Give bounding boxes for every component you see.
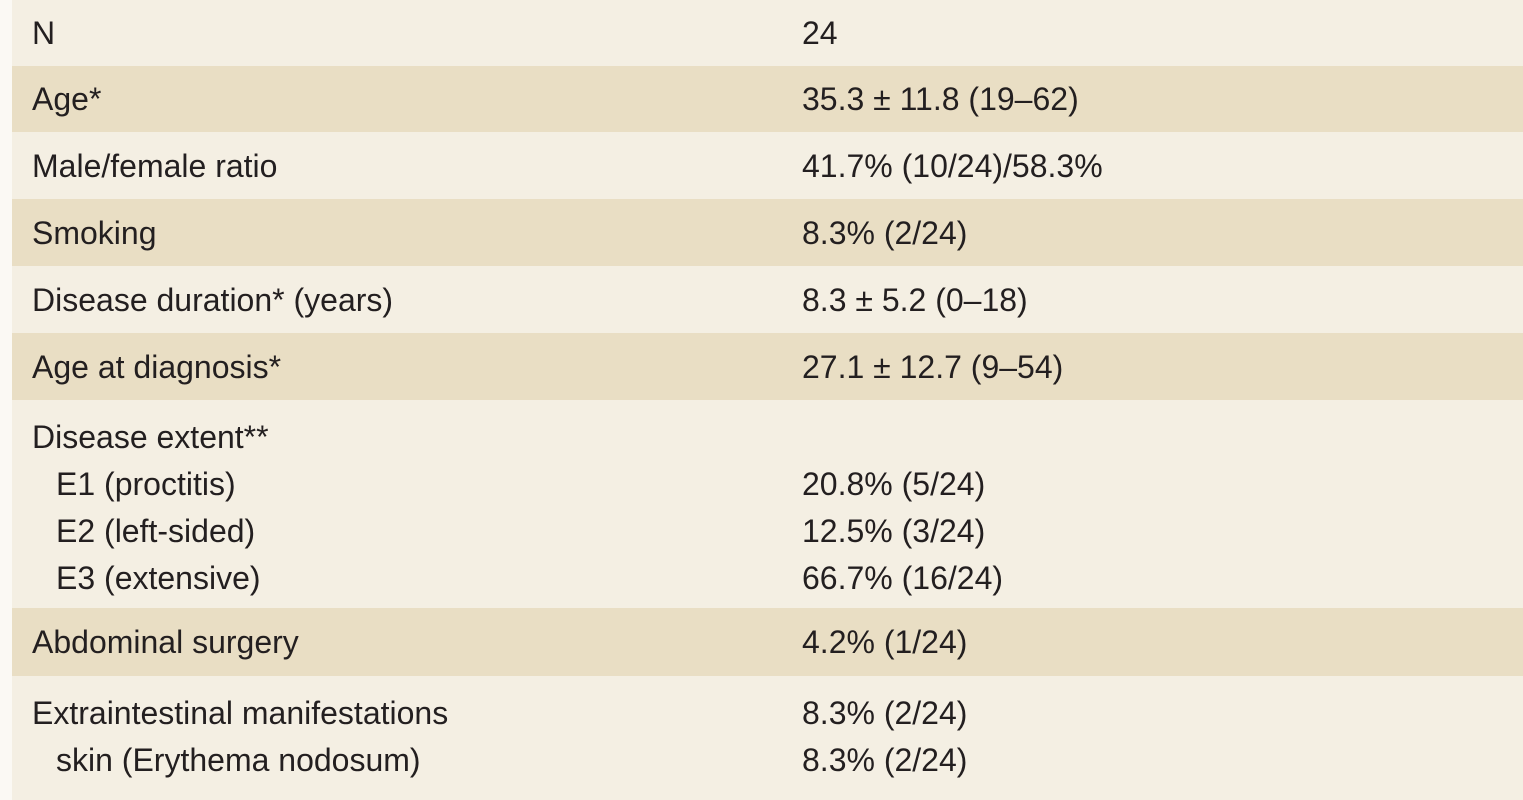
row-label: Age* bbox=[32, 81, 102, 117]
row-value: 27.1 ± 12.7 (9–54) bbox=[802, 348, 1064, 385]
row-value: 41.7% (10/24)/58.3% bbox=[802, 147, 1103, 184]
row-label: E3 (extensive) bbox=[56, 560, 261, 596]
table-row: Extraintestinal manifestations 8.3% (2/24… bbox=[12, 676, 1523, 800]
table-row: Smoking 8.3% (2/24) bbox=[12, 199, 1523, 266]
row-value: 8.3% (2/24) bbox=[802, 695, 968, 731]
row-label: Smoking bbox=[32, 214, 157, 251]
table-row: N 24 bbox=[12, 0, 1523, 66]
row-label: N bbox=[32, 15, 56, 51]
table-row: Age at diagnosis* 27.1 ± 12.7 (9–54) bbox=[12, 333, 1523, 400]
table-row: Abdominal surgery 4.2% (1/24) bbox=[12, 608, 1523, 676]
row-value: 66.7% (16/24) bbox=[802, 560, 1004, 596]
row-label: Age at diagnosis* bbox=[32, 348, 282, 385]
row-value: 20.8% (5/24) bbox=[802, 466, 986, 502]
row-label: skin (Erythema nodosum) bbox=[56, 742, 421, 778]
row-value: 8.3 ± 5.2 (0–18) bbox=[802, 281, 1028, 318]
row-value: 4.2% (1/24) bbox=[802, 624, 968, 660]
row-label: Extraintestinal manifestations bbox=[32, 695, 449, 731]
table-row: Male/female ratio 41.7% (10/24)/58.3% bbox=[12, 132, 1523, 199]
row-label: Male/female ratio bbox=[32, 147, 278, 184]
row-value: 12.5% (3/24) bbox=[802, 513, 986, 549]
table-row: Age* 35.3 ± 11.8 (19–62) bbox=[12, 66, 1523, 132]
table-row: Disease duration* (years) 8.3 ± 5.2 (0–18… bbox=[12, 266, 1523, 333]
row-value: 8.3% (2/24) bbox=[802, 214, 968, 251]
row-label: Abdominal surgery bbox=[32, 624, 299, 660]
table-row: Disease extent** E1 (proctitis) 20.8% (5/2… bbox=[12, 400, 1523, 608]
row-value: 8.3% (2/24) bbox=[802, 742, 968, 778]
row-label: E1 (proctitis) bbox=[56, 466, 236, 502]
row-value: 24 bbox=[802, 15, 838, 51]
row-label: E2 (left-sided) bbox=[56, 513, 256, 549]
row-value: 35.3 ± 11.8 (19–62) bbox=[802, 81, 1079, 117]
row-label: Disease duration* (years) bbox=[32, 281, 394, 318]
row-label: Disease extent** bbox=[32, 419, 269, 455]
table: N 24 Age* 35.3 ± 11.8 (19–62) Male/female ra… bbox=[12, 0, 1523, 800]
